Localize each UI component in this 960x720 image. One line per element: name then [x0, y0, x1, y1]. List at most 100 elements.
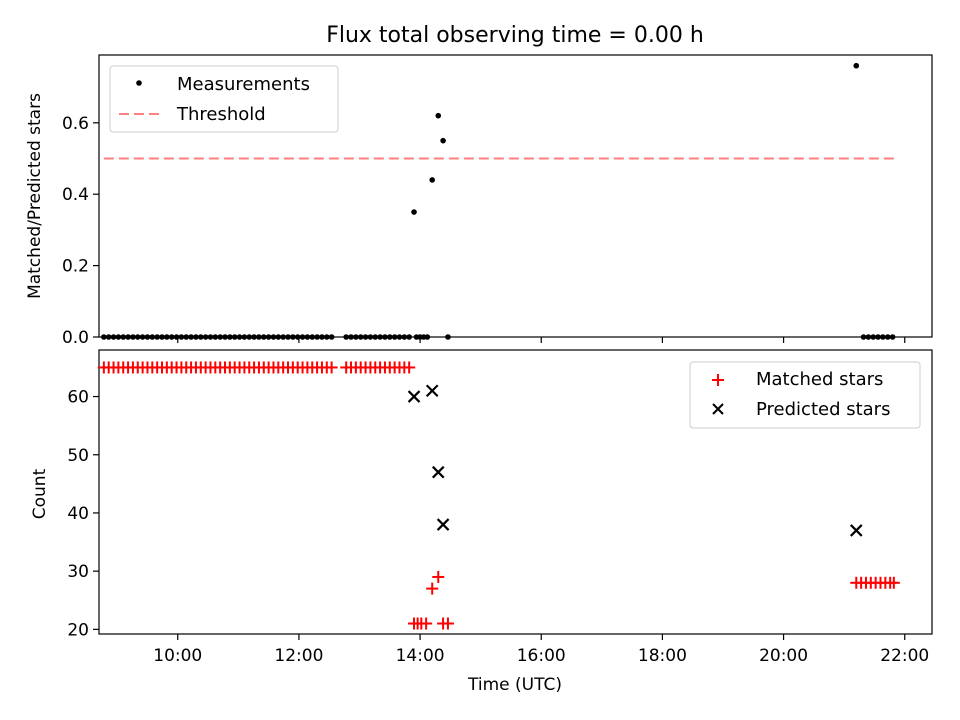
- measurement-point: [222, 334, 228, 340]
- top-plot-frame: [98, 54, 933, 338]
- measurement-point: [270, 334, 277, 340]
- measurement-point: [110, 334, 117, 340]
- measurement-point: [246, 334, 253, 340]
- measurement-point: [424, 334, 431, 340]
- measurement-point: [445, 334, 451, 340]
- measurement-point: [401, 334, 408, 340]
- measurement-point: [299, 334, 306, 340]
- measurement-point: [382, 334, 388, 340]
- measurement-point: [241, 334, 248, 340]
- measurement-point: [197, 334, 204, 340]
- bottom-panel: 10:00 12:00 14:00 16:00 18:00 20:00 22:00 20 30…: [30, 349, 933, 695]
- y-tick-label: 0.4: [62, 185, 89, 205]
- measurement-point: [231, 334, 238, 340]
- x-tick-label: 10:00: [153, 646, 202, 666]
- predicted-star-point: [431, 465, 445, 479]
- y-tick-label: 60: [67, 388, 89, 408]
- measurement-point: [212, 334, 219, 340]
- legend-measurement-marker: [136, 80, 142, 86]
- measurement-point: [202, 334, 209, 340]
- bottom-legend: Matched stars Predicted stars: [689, 361, 921, 429]
- measurement-point: [188, 334, 194, 340]
- bottom-y-ticks: 20 30 40 50 60: [67, 388, 99, 640]
- measurement-point: [256, 334, 262, 340]
- predicted-star-point: [425, 384, 439, 398]
- measurement-point: [406, 334, 412, 340]
- top-panel: 0.0 0.2 0.4 0.6 Matched/Predicted stars Mea…: [25, 54, 933, 348]
- measurement-point: [285, 334, 291, 340]
- matched-star-point: [887, 576, 900, 589]
- measurement-point: [168, 334, 175, 340]
- bottom-x-ticks: 10:00 12:00 14:00 16:00 18:00 20:00 22:00: [153, 634, 929, 666]
- measurement-point: [130, 334, 136, 340]
- top-y-axis-label: Matched/Predicted stars: [25, 93, 45, 299]
- matched-star-point: [426, 582, 439, 595]
- legend-matched-label: Matched stars: [756, 369, 883, 390]
- x-tick-label: 18:00: [638, 646, 687, 666]
- x-tick-label: 20:00: [759, 646, 808, 666]
- measurement-point: [362, 334, 369, 340]
- measurement-point: [367, 334, 374, 340]
- measurement-point: [294, 334, 301, 340]
- x-tick-label: 14:00: [396, 646, 445, 666]
- y-tick-label: 50: [67, 446, 89, 466]
- measurement-point: [125, 334, 131, 340]
- measurement-point: [207, 334, 214, 340]
- measurement-point: [314, 334, 320, 340]
- measurement-point: [377, 334, 383, 340]
- measurement-point: [435, 112, 442, 119]
- matched-star-point: [403, 361, 416, 374]
- measurement-point: [260, 334, 267, 340]
- measurement-point: [309, 334, 316, 340]
- measurement-point: [227, 334, 233, 340]
- y-tick-label: 0.6: [62, 114, 89, 134]
- measurement-point: [328, 334, 335, 340]
- matched-star-point: [325, 361, 338, 374]
- measurement-point: [429, 177, 436, 183]
- figure-title: Flux total observing time = 0.00 h: [326, 23, 704, 48]
- y-tick-label: 20: [67, 620, 89, 640]
- measurement-point: [343, 334, 349, 340]
- measurement-point: [217, 334, 223, 340]
- x-tick-label: 12:00: [274, 646, 323, 666]
- measurement-point: [853, 62, 860, 69]
- measurement-point: [134, 334, 141, 340]
- measurement-point: [139, 334, 146, 340]
- measurement-point: [193, 334, 199, 340]
- measurement-point: [120, 334, 127, 340]
- measurement-point: [396, 334, 403, 340]
- measurement-point: [144, 334, 151, 340]
- measurement-point: [251, 334, 257, 340]
- measurement-point: [275, 334, 282, 340]
- y-tick-label: 0.2: [62, 257, 89, 277]
- top-x-ticks: [177, 337, 906, 343]
- measurement-point: [884, 334, 891, 340]
- measurement-point: [154, 334, 160, 340]
- x-tick-label: 22:00: [880, 646, 929, 666]
- measurement-point: [149, 334, 156, 340]
- legend-threshold-label: Threshold: [176, 104, 266, 125]
- matched-star-point: [420, 617, 433, 630]
- x-axis-label: Time (UTC): [467, 675, 562, 695]
- measurement-point: [290, 334, 296, 340]
- y-tick-label: 30: [67, 562, 89, 582]
- measurement-point: [159, 334, 165, 340]
- measurement-point: [875, 334, 881, 340]
- predicted-star-point: [407, 390, 421, 403]
- measurement-point: [101, 334, 107, 340]
- measurement-point: [280, 334, 286, 340]
- measurement-point: [391, 334, 398, 340]
- measurement-point: [164, 334, 170, 340]
- bottom-legend-box: [689, 361, 921, 429]
- count-points: [97, 361, 900, 630]
- measurement-point: [323, 334, 330, 340]
- measurement-point: [440, 137, 446, 144]
- measurement-point: [860, 334, 867, 340]
- top-y-ticks: 0.0 0.2 0.4 0.6: [62, 114, 99, 348]
- predicted-star-point: [849, 524, 863, 537]
- measurement-point: [304, 334, 311, 340]
- measurement-point: [348, 334, 354, 340]
- measurement-point: [173, 334, 180, 340]
- measurement-point: [265, 334, 272, 340]
